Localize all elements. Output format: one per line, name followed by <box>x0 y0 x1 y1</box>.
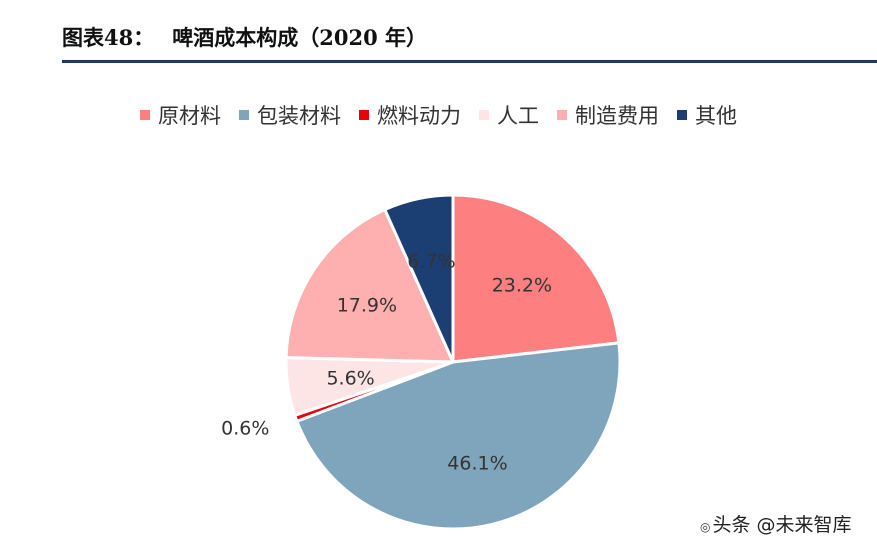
slice-label: 5.6% <box>326 367 374 389</box>
legend-item: 人工 <box>479 100 539 130</box>
wechat-icon: ◎ <box>700 520 711 534</box>
watermark: ◎ 头条 @未来智库 <box>700 510 852 537</box>
legend-item: 制造费用 <box>557 100 659 130</box>
legend-label: 原材料 <box>158 104 221 128</box>
legend-swatch <box>479 110 489 120</box>
watermark-text: 头条 @未来智库 <box>712 514 852 536</box>
chart-legend: 原材料 包装材料 燃料动力 人工 制造费用 其他 <box>0 100 877 130</box>
slice-label: 6.7% <box>407 251 455 273</box>
slice-label: 0.6% <box>221 418 269 440</box>
legend-label: 燃料动力 <box>377 104 461 128</box>
pie-slice <box>383 193 455 364</box>
legend-swatch <box>557 110 567 120</box>
legend-item: 包装材料 <box>239 100 341 130</box>
legend-item: 其他 <box>677 100 737 130</box>
pie-slice <box>295 341 622 531</box>
legend-swatch <box>677 110 687 120</box>
legend-label: 其他 <box>695 104 737 128</box>
legend-item: 原材料 <box>140 100 221 130</box>
slice-label: 23.2% <box>492 275 552 297</box>
figure-label: 图表48： <box>62 25 155 50</box>
header-divider <box>62 60 877 63</box>
slice-label: 17.9% <box>337 295 397 317</box>
pie-slice <box>284 208 455 364</box>
pie-slice <box>451 193 621 364</box>
slice-label: 46.1% <box>447 453 507 475</box>
legend-item: 燃料动力 <box>359 100 461 130</box>
legend-label: 人工 <box>497 104 539 128</box>
legend-swatch <box>140 110 150 120</box>
legend-label: 制造费用 <box>575 104 659 128</box>
legend-swatch <box>239 110 249 120</box>
figure-header: 图表48： 啤酒成本构成（2020 年） <box>62 22 427 52</box>
legend-label: 包装材料 <box>257 104 341 128</box>
chart-title: 啤酒成本构成（2020 年） <box>172 25 427 50</box>
legend-swatch <box>359 110 369 120</box>
